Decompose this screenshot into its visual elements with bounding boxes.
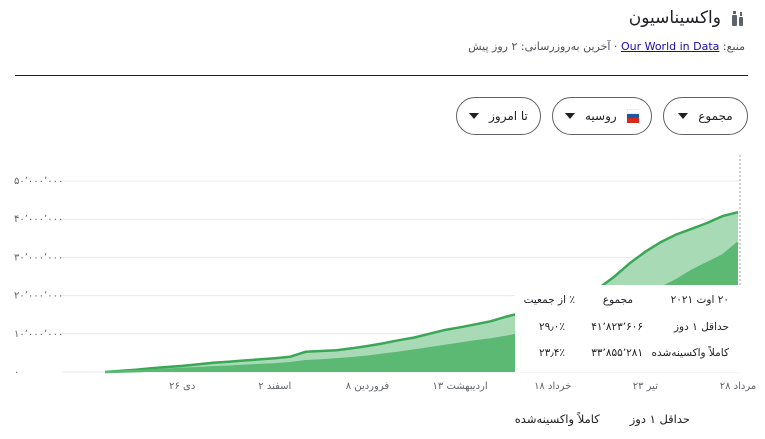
tooltip-cell: ۴۱٬۸۲۳٬۶۰۶ (591, 321, 643, 333)
tooltip-date: ۲۰ اوت ۲۰۲۱ (670, 294, 729, 306)
vaccine-icon (732, 11, 743, 26)
x-tick-label: دی ۲۶ (169, 381, 195, 392)
tooltip-cell: ۳۳٬۸۵۵٬۲۸۱ (591, 347, 643, 359)
tooltip-cell: ۲۳٫۴٪ (539, 347, 565, 359)
tooltip-cell: ۲۹٫۰٪ (539, 321, 565, 333)
title: واکسیناسیون (628, 8, 721, 28)
x-tick-label: اردیبهشت ۱۳ (433, 381, 488, 392)
country-dropdown[interactable]: روسیه (552, 97, 652, 135)
source-label: منبع: (722, 40, 745, 53)
x-tick-label: فروردین ۸ (346, 381, 390, 392)
legend-entry[interactable]: کاملاً واکسینه‌شده (514, 412, 600, 426)
dropdown-label: مجموع (698, 109, 733, 123)
x-tick-label: خرداد ۱۸ (534, 381, 571, 392)
y-tick-label: ۴۰٬۰۰۰٬۰۰۰ (14, 214, 63, 225)
range-dropdown[interactable]: تا امروز (456, 97, 541, 135)
caret (678, 113, 689, 119)
tooltip-cell: حداقل ۱ دوز (673, 321, 729, 333)
tooltip-header: ٪ از جمعیت (523, 294, 575, 306)
header: واکسیناسیون (629, 8, 745, 28)
legend: حداقل ۱ دوز کاملاً واکسینه‌شده (515, 412, 690, 426)
dropdown-label: تا امروز (489, 109, 528, 123)
caret (469, 113, 480, 119)
legend-entry[interactable]: حداقل ۱ دوز (629, 412, 690, 426)
flag (626, 109, 639, 123)
source-link[interactable]: Our World in Data (620, 40, 720, 53)
source-line: منبع: Our World in Data · آخرین به‌روزرس… (468, 40, 745, 53)
y-tick-label: ۳۰٬۰۰۰٬۰۰۰ (14, 252, 63, 263)
y-tick-label: ۰ (14, 367, 19, 378)
tooltip-header: مجموع (602, 294, 633, 306)
line (104, 210, 739, 374)
tooltip-cell: کاملاً واکسینه‌شده (651, 347, 729, 359)
x-tick-label: اسفند ۲ (258, 381, 291, 392)
caret (565, 113, 575, 119)
metric-dropdown[interactable]: مجموع (663, 97, 748, 135)
y-tick-label: ۲۰٬۰۰۰٬۰۰۰ (14, 291, 63, 302)
tooltip: ۲۰ اوت ۲۰۲۱ مجموع ٪ از جمعیت حداقل ۱ دوز… (515, 285, 743, 372)
updated: · آخرین به‌روزرسانی: ۲ روز پیش (468, 40, 618, 53)
divider (15, 75, 748, 76)
x-tick-label: تیر ۲۳ (633, 381, 658, 392)
y-tick-label: ۵۰٬۰۰۰٬۰۰۰ (14, 176, 63, 187)
y-tick-label: ۱۰٬۰۰۰٬۰۰۰ (14, 329, 63, 340)
x-tick-label: مرداد ۲۸ (720, 381, 757, 392)
dropdown-label: روسیه (585, 109, 617, 123)
